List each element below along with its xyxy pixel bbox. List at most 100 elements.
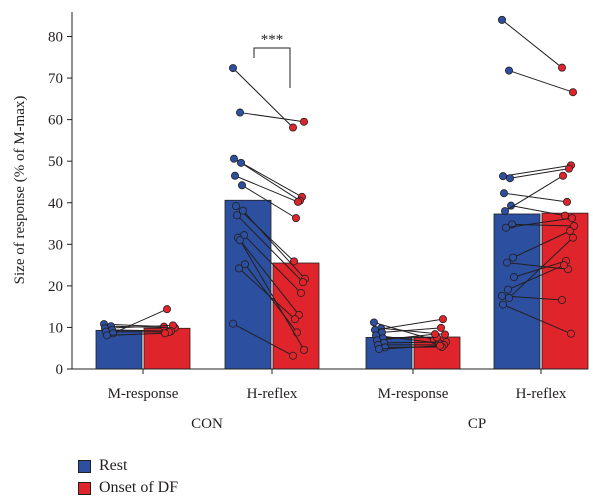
point-rest xyxy=(502,258,511,267)
point-rest xyxy=(504,66,513,75)
y-tick-label: 30 xyxy=(48,237,63,253)
pair-line xyxy=(241,184,297,219)
y-tick-label: 10 xyxy=(48,320,63,336)
pair-line xyxy=(104,324,174,329)
pair-line xyxy=(234,175,299,203)
pair-line xyxy=(510,205,566,217)
point-rest xyxy=(228,319,237,328)
point-onset xyxy=(436,323,445,332)
point-onset xyxy=(162,305,171,314)
pair-line xyxy=(239,112,305,123)
legend-swatch-onset xyxy=(78,481,91,495)
pair-line xyxy=(383,341,447,344)
point-onset xyxy=(569,233,578,242)
pair-line xyxy=(242,210,306,280)
y-tick-label: 80 xyxy=(48,30,63,46)
legend-label-rest: Rest xyxy=(99,457,128,474)
significance-bracket xyxy=(253,47,291,88)
point-rest xyxy=(230,171,239,180)
point-onset xyxy=(558,296,567,305)
point-rest xyxy=(229,154,238,163)
y-tick-label: 70 xyxy=(48,71,63,87)
pair-line xyxy=(508,70,574,93)
point-rest xyxy=(500,207,509,216)
point-onset xyxy=(568,214,577,223)
point-rest xyxy=(237,181,246,190)
point-onset xyxy=(299,117,308,126)
pair-line xyxy=(381,327,442,333)
pair-line xyxy=(232,323,294,357)
paired-points xyxy=(100,15,579,360)
point-onset xyxy=(565,164,574,173)
pair-line xyxy=(501,19,563,69)
point-onset xyxy=(160,329,169,338)
point-onset xyxy=(299,345,308,354)
pair-line xyxy=(106,332,166,336)
bar-rest xyxy=(224,199,272,370)
pair-line xyxy=(232,67,294,128)
point-onset xyxy=(288,123,297,132)
y-tick-label: 0 xyxy=(56,362,64,378)
pair-line xyxy=(111,329,172,332)
point-onset xyxy=(560,261,569,270)
pair-line xyxy=(237,237,300,316)
pair-line xyxy=(374,318,444,331)
bars xyxy=(95,199,589,370)
legend-item-onset: Onset of DF xyxy=(78,477,178,499)
pair-line xyxy=(376,333,436,341)
pair-line xyxy=(511,223,575,227)
x-tick-label: M-response xyxy=(378,386,449,402)
pair-line xyxy=(504,175,564,212)
point-rest xyxy=(504,293,513,302)
point-onset xyxy=(558,63,567,72)
pair-line xyxy=(503,192,568,203)
legend-swatch-rest xyxy=(78,459,91,473)
point-onset xyxy=(566,227,575,236)
point-onset xyxy=(569,88,578,97)
group-label: CON xyxy=(191,416,223,432)
point-onset xyxy=(430,330,439,339)
y-tick-label: 40 xyxy=(48,196,63,212)
y-axis-label: Size of response (% of M-max) xyxy=(12,96,28,285)
point-rest xyxy=(503,285,512,294)
pair-line xyxy=(112,308,168,334)
point-rest xyxy=(234,264,243,273)
point-onset xyxy=(288,351,297,360)
pair-line xyxy=(243,234,302,294)
pair-line xyxy=(505,217,573,229)
point-rest xyxy=(235,108,244,117)
point-rest xyxy=(509,273,518,282)
point-rest xyxy=(232,211,241,220)
pair-line xyxy=(509,168,570,179)
pair-line xyxy=(240,162,301,202)
point-onset xyxy=(567,329,576,338)
point-onset xyxy=(291,214,300,223)
point-rest xyxy=(240,260,249,269)
point-rest xyxy=(501,223,510,232)
point-onset xyxy=(298,278,307,287)
point-onset xyxy=(296,288,305,297)
legend-item-rest: Rest xyxy=(78,455,178,477)
x-tick-label: H-reflex xyxy=(516,386,567,402)
point-rest xyxy=(508,253,517,262)
x-tick-label: H-reflex xyxy=(247,386,298,402)
point-onset xyxy=(292,328,301,337)
pair-line xyxy=(502,304,572,335)
y-tick-label: 60 xyxy=(48,113,63,129)
pair-line xyxy=(238,268,296,320)
bar-rest xyxy=(95,329,143,370)
point-rest xyxy=(374,345,383,354)
point-rest xyxy=(103,331,112,340)
significance-label: *** xyxy=(261,32,284,48)
point-rest xyxy=(498,172,507,181)
point-rest xyxy=(235,236,244,245)
pair-line xyxy=(244,263,298,333)
point-rest xyxy=(505,174,514,183)
pair-line xyxy=(235,205,295,262)
legend-label-onset: Onset of DF xyxy=(99,479,179,496)
pair-line xyxy=(382,336,438,339)
pair-line xyxy=(512,230,571,259)
point-rest xyxy=(498,300,507,309)
point-rest xyxy=(499,189,508,198)
x-tick-label: M-response xyxy=(108,386,179,402)
